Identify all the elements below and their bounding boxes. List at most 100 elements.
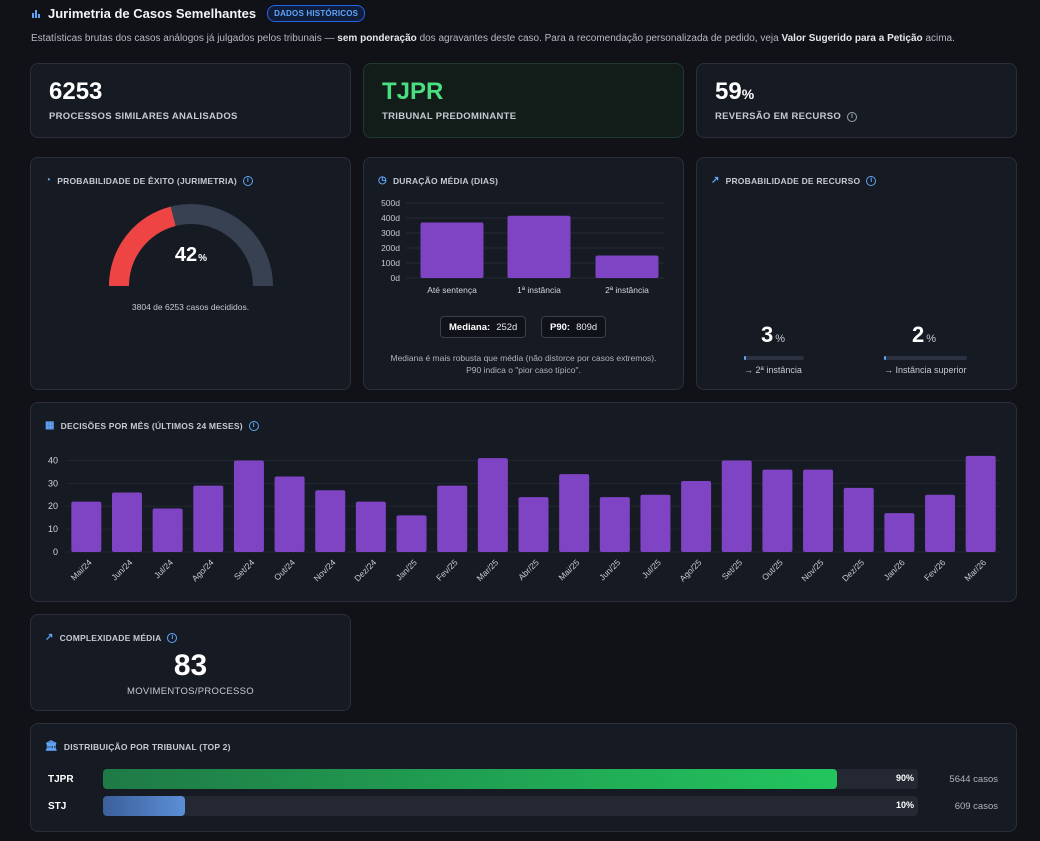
info-icon[interactable]: i <box>248 420 259 431</box>
dist-count-tjpr: 5644 casos <box>949 774 998 785</box>
recurso-sup-label: → Instância superior <box>884 365 967 375</box>
dist-pct-tjpr: 90% <box>895 773 914 783</box>
duracao-title: DURAÇÃO MÉDIA (DIAS) <box>392 175 499 186</box>
info-icon[interactable]: i <box>847 111 858 122</box>
exito-gauge: 42% <box>109 204 273 287</box>
gauge-icon: ◔ <box>45 175 52 186</box>
complexidade-title: COMPLEXIDADE MÉDIA <box>59 632 162 643</box>
y-tick-label: 10 <box>48 524 58 534</box>
y-tick-label: 400d <box>381 213 400 223</box>
y-tick-label: 0 <box>53 547 58 557</box>
dist-name-stj: STJ <box>48 801 67 812</box>
x-tick-label: Nov/24 <box>312 557 338 583</box>
valor-sugerido-link[interactable]: Valor Sugerido para a Petição <box>781 33 923 44</box>
bar <box>477 458 508 552</box>
bar <box>843 487 874 552</box>
x-tick-label: Até sentença <box>427 285 477 295</box>
recurso-sup-value: 2% <box>912 322 937 347</box>
distribuicao-card: 🏛 DISTRIBUIÇÃO POR TRIBUNAL (TOP 2) TJPR… <box>30 723 1017 832</box>
bar <box>396 515 427 552</box>
bar <box>193 485 224 552</box>
bar <box>233 460 264 552</box>
bar <box>681 481 712 552</box>
y-tick-label: 300d <box>381 228 400 238</box>
bar <box>507 215 571 278</box>
complexidade-value: 83 <box>173 649 208 682</box>
stat-value: 59% <box>715 78 755 105</box>
x-tick-label: Jun/25 <box>597 557 622 582</box>
info-icon[interactable]: i <box>866 175 877 186</box>
bar <box>355 501 386 552</box>
x-tick-label: Dez/24 <box>352 557 378 583</box>
historical-data-badge: DADOS HISTÓRICOS <box>267 4 366 22</box>
y-tick-label: 20 <box>48 501 58 511</box>
y-tick-label: 30 <box>48 478 58 488</box>
bar <box>274 476 305 552</box>
bar <box>925 494 956 552</box>
p90-pill: P90: 809d <box>541 316 607 338</box>
recurso-2a-value: 3% <box>761 322 786 347</box>
info-icon[interactable]: i <box>167 632 178 643</box>
bar <box>111 492 142 552</box>
stat-card-reversao: 59% REVERSÃO EM RECURSO i <box>696 63 1017 138</box>
dist-bar-tjpr: 90% <box>103 769 918 789</box>
dist-bar-stj: 10% <box>103 796 918 816</box>
x-tick-label: Mar/26 <box>962 557 988 583</box>
bar <box>721 460 752 552</box>
complexidade-label: MOVIMENTOS/PROCESSO <box>127 686 254 697</box>
stat-label: REVERSÃO EM RECURSO i <box>715 111 858 122</box>
trend-line-icon: ↗ <box>45 632 54 643</box>
y-tick-label: 0d <box>391 273 401 283</box>
x-tick-label: Set/25 <box>720 557 745 582</box>
x-tick-label: Nov/25 <box>799 557 825 583</box>
bank-icon: 🏛 <box>45 741 58 752</box>
bar <box>965 455 996 552</box>
bar-chart-icon <box>32 10 40 18</box>
x-tick-label: Out/25 <box>760 557 785 582</box>
bar <box>762 469 793 552</box>
x-tick-label: Jan/26 <box>882 557 907 582</box>
distribuicao-title: DISTRIBUIÇÃO POR TRIBUNAL (TOP 2) <box>63 741 231 752</box>
bar <box>420 222 484 278</box>
x-tick-label: Jul/25 <box>640 557 663 580</box>
complexidade-card: ↗ COMPLEXIDADE MÉDIA i 83 MOVIMENTOS/PRO… <box>30 614 351 711</box>
exito-title: PROBABILIDADE DE ÊXITO (JURIMETRIA) <box>57 175 237 186</box>
bar <box>803 469 834 552</box>
exito-caption: 3804 de 6253 casos decididos. <box>131 302 250 312</box>
decisoes-card: ▦ DECISÕES POR MÊS (ÚLTIMOS 24 MESES) i … <box>30 402 1017 602</box>
x-tick-label: Dez/25 <box>840 557 866 583</box>
decisoes-chart: 0 10 20 30 40 Mai/24 Jun/24 Jul/24 Ago/24 Set/24 O… <box>48 455 1001 583</box>
duracao-chart: 0d 100d 200d 300d 400d 500d Até sentença 1ª ins… <box>381 198 664 295</box>
duracao-card: ◷ DURAÇÃO MÉDIA (DIAS) 0d 100d 200d 300d 400… <box>363 157 684 390</box>
gauge-fill <box>109 206 176 287</box>
bar <box>599 497 630 552</box>
x-tick-label: Fev/25 <box>434 557 460 583</box>
y-tick-label: 500d <box>381 198 400 208</box>
recurso-title: PROBABILIDADE DE RECURSO <box>725 175 861 186</box>
mediana-pill: Mediana: 252d <box>440 316 527 338</box>
bar <box>559 474 590 552</box>
x-tick-label: Mar/25 <box>474 557 500 583</box>
x-tick-label: Jun/24 <box>109 557 134 582</box>
bar <box>315 490 346 552</box>
section-header: Jurimetria de Casos Semelhantes DADOS HI… <box>31 4 366 22</box>
stat-card-tribunal: TJPR TRIBUNAL PREDOMINANTE <box>363 63 684 138</box>
x-tick-label: Mai/24 <box>69 557 94 582</box>
section-title: Jurimetria de Casos Semelhantes <box>48 5 257 21</box>
calendar-icon: ▦ <box>45 420 55 431</box>
y-tick-label: 100d <box>381 258 400 268</box>
clock-icon: ◷ <box>378 175 387 186</box>
dist-pct-stj: 10% <box>895 800 914 810</box>
info-icon[interactable]: i <box>242 175 253 186</box>
bar <box>518 497 549 552</box>
x-tick-label: 2ª instância <box>605 285 649 295</box>
duracao-note-1: Mediana é mais robusta que média (não di… <box>390 353 657 363</box>
stat-label: PROCESSOS SIMILARES ANALISADOS <box>49 111 238 122</box>
x-tick-label: Ago/24 <box>190 557 216 583</box>
x-tick-label: Out/24 <box>272 557 297 582</box>
y-tick-label: 40 <box>48 455 58 465</box>
decisoes-title: DECISÕES POR MÊS (ÚLTIMOS 24 MESES) <box>60 420 243 431</box>
recurso-sup-bar <box>884 356 967 360</box>
stat-value: 6253 <box>49 78 103 105</box>
x-tick-label: Jan/25 <box>394 557 419 582</box>
